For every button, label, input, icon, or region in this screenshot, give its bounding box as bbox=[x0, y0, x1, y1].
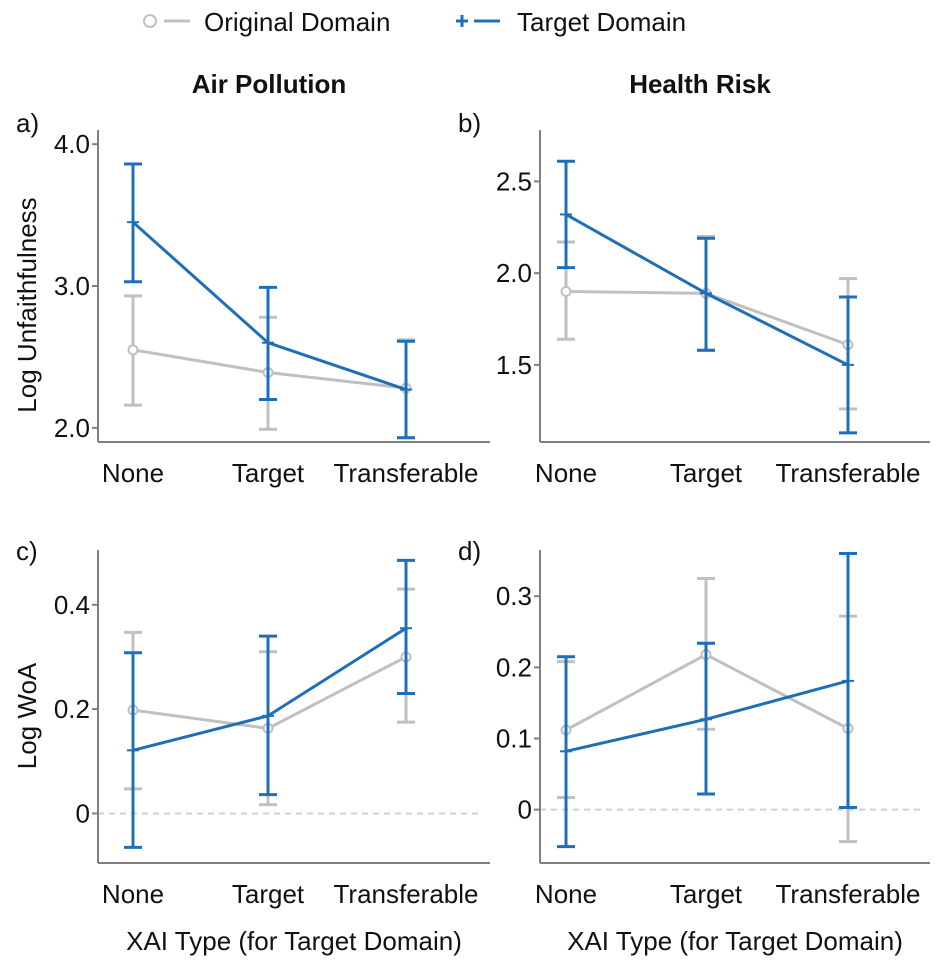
data-point bbox=[127, 344, 139, 356]
x-tick-label: Transferable bbox=[776, 879, 921, 909]
y-tick-label: 0.1 bbox=[496, 724, 532, 754]
y-tick-label: 2.5 bbox=[496, 166, 532, 196]
panel-c: 0 0.2 0.4 None Target Transferable c) Log WoA XA… bbox=[12, 536, 490, 956]
series-target-domain bbox=[124, 558, 415, 849]
y-tick-label: 2.0 bbox=[54, 413, 90, 443]
legend: Original Domain Target Domain bbox=[143, 7, 686, 37]
y-tick-label: 3.0 bbox=[54, 271, 90, 301]
y-tick-label: 2.0 bbox=[496, 258, 532, 288]
x-tick-label: Target bbox=[670, 458, 743, 488]
x-tick-label: Target bbox=[670, 879, 743, 909]
y-axis-label: Log Unfaithfulness bbox=[12, 197, 42, 412]
series-target-domain bbox=[124, 162, 415, 440]
series-target-domain bbox=[557, 159, 857, 435]
y-tick-label: 0 bbox=[518, 795, 532, 825]
column-title-air-pollution: Air Pollution bbox=[192, 69, 347, 99]
y-tick-label: 0.3 bbox=[496, 581, 532, 611]
x-tick-label: Target bbox=[232, 879, 305, 909]
x-tick-label: Transferable bbox=[776, 458, 921, 488]
y-tick-label: 0.2 bbox=[54, 694, 90, 724]
y-tick-label: 1.5 bbox=[496, 350, 532, 380]
x-tick-label: None bbox=[102, 458, 164, 488]
panel-tag: d) bbox=[458, 536, 481, 566]
y-tick-label: 0.2 bbox=[496, 652, 532, 682]
y-axis-label: Log WoA bbox=[12, 662, 42, 769]
panel-a: 2.0 3.0 4.0 None Target Transferable a) Log Unf… bbox=[12, 108, 490, 488]
y-tick-label: 0.4 bbox=[54, 590, 90, 620]
x-axis-label: XAI Type (for Target Domain) bbox=[567, 926, 903, 956]
x-tick-label: None bbox=[535, 879, 597, 909]
panel-tag: a) bbox=[16, 108, 39, 138]
y-tick-label: 4.0 bbox=[54, 129, 90, 159]
y-tick-label: 0 bbox=[76, 798, 90, 828]
column-title-health-risk: Health Risk bbox=[629, 69, 771, 99]
x-tick-label: Transferable bbox=[334, 458, 479, 488]
panel-d: 0 0.1 0.2 0.3 None Target Transferable d) XAI Ty… bbox=[458, 536, 930, 956]
legend-original-marker bbox=[143, 14, 157, 28]
legend-target-label: Target Domain bbox=[517, 7, 686, 37]
data-point bbox=[560, 286, 572, 298]
x-tick-label: None bbox=[102, 879, 164, 909]
x-tick-label: None bbox=[535, 458, 597, 488]
x-axis-label: XAI Type (for Target Domain) bbox=[126, 926, 462, 956]
x-tick-label: Transferable bbox=[334, 879, 479, 909]
panel-b: 1.5 2.0 2.5 None Target Transferable b) bbox=[458, 108, 930, 488]
legend-original-label: Original Domain bbox=[204, 7, 390, 37]
panel-tag: b) bbox=[458, 108, 481, 138]
panel-tag: c) bbox=[16, 536, 38, 566]
series-target-domain bbox=[557, 552, 857, 849]
x-tick-label: Target bbox=[232, 458, 305, 488]
